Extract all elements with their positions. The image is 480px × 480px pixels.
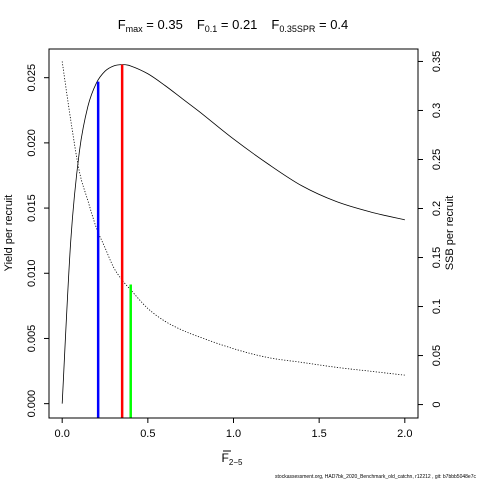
ssb-per-recruit-line — [61, 61, 405, 376]
y-right-tick-label: 0.35 — [431, 51, 443, 72]
x-axis-label-main: F — [222, 451, 229, 465]
title-f01-rest: = 0.21 — [217, 17, 257, 32]
y-right-tick-label: 0 — [431, 402, 443, 408]
title-fspr-sub: 0.35SPR — [279, 24, 316, 34]
y-right-tick-label: 0.25 — [431, 149, 443, 170]
series-layer — [61, 61, 405, 404]
x-tick-label: 0.0 — [55, 428, 70, 440]
title-f01-sub: 0.1 — [205, 24, 218, 34]
y-right-tick-label: 0.3 — [431, 103, 443, 118]
y-axis-right-label: SSB per recruit — [444, 196, 456, 271]
x-tick-label: 2.0 — [397, 428, 412, 440]
y-axis-left-label: Yield per recruit — [3, 195, 15, 272]
y-right-tick-label: 0.1 — [431, 299, 443, 314]
y-right-tick-label: 0.15 — [431, 247, 443, 268]
reference-lines — [96, 64, 132, 418]
y-left-tick-label: 0.000 — [26, 390, 38, 418]
y-left-tick-label: 0.010 — [26, 260, 38, 288]
y-right-tick-label: 0.05 — [431, 345, 443, 366]
chart-title: Fmax = 0.35 F0.1 = 0.21 F0.35SPR = 0.4 — [118, 17, 349, 34]
y-right-tick-label: 0.2 — [431, 201, 443, 216]
y-axis-left: 0.000 0.005 0.010 0.015 0.020 0.025 — [26, 64, 49, 418]
x-axis-label-sub: 2−5 — [229, 458, 243, 467]
y-axis-right: 0 0.05 0.1 0.15 0.2 0.25 0.3 0.35 — [418, 51, 443, 408]
title-fmax-main: F — [118, 17, 126, 32]
title-fmax-rest: = 0.35 — [143, 17, 183, 32]
x-axis-label: F2−5 — [222, 451, 243, 467]
y-left-tick-label: 0.005 — [26, 325, 38, 353]
plot-frame — [48, 48, 419, 419]
x-tick-label: 1.0 — [226, 428, 241, 440]
x-axis: 0.0 0.5 1.0 1.5 2.0 — [55, 417, 412, 440]
title-fspr-main: F — [271, 17, 279, 32]
title-fspr-rest: = 0.4 — [315, 17, 348, 32]
title-f01-main: F — [197, 17, 205, 32]
x-tick-label: 0.5 — [140, 428, 155, 440]
footer-note: stockassessment.org, HAD7bk_2020_Benchma… — [275, 474, 476, 480]
y-left-tick-label: 0.025 — [26, 64, 38, 92]
y-left-tick-label: 0.020 — [26, 129, 38, 157]
x-tick-label: 1.5 — [312, 428, 327, 440]
title-fmax-sub: max — [126, 24, 144, 34]
y-left-tick-label: 0.015 — [26, 194, 38, 222]
yield-per-recruit-line — [61, 64, 405, 404]
